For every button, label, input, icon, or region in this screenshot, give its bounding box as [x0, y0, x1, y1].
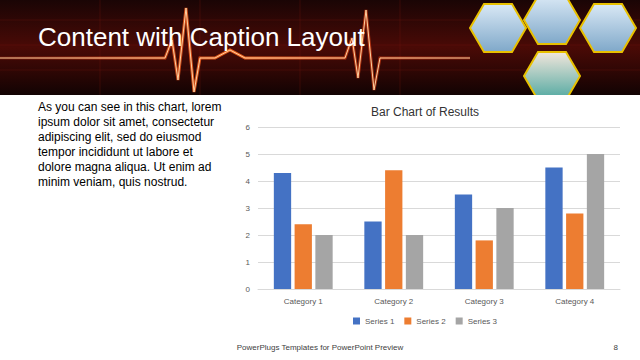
svg-text:6: 6 — [246, 123, 251, 132]
svg-text:3: 3 — [246, 204, 251, 213]
svg-text:Category 1: Category 1 — [284, 297, 324, 306]
svg-text:Category 4: Category 4 — [555, 297, 595, 306]
svg-text:Series 1: Series 1 — [365, 317, 395, 326]
svg-text:4: 4 — [246, 177, 251, 186]
html-text:Content with Caption Layout: Content with Caption Layout — [38, 22, 365, 52]
svg-text:2: 2 — [246, 231, 251, 240]
svg-text:Series 3: Series 3 — [468, 317, 498, 326]
html-text:As you can see in this chart,: As you can see in this chart, lorem ipsu… — [38, 100, 222, 189]
html-text:PowerPlugs Templates for Power: PowerPlugs Templates for PowerPoint Prev… — [236, 343, 404, 352]
svg-text:5: 5 — [246, 150, 251, 159]
svg-text:1: 1 — [246, 258, 251, 267]
svg-text:Category 3: Category 3 — [465, 297, 505, 306]
svg-text:Series 2: Series 2 — [416, 317, 446, 326]
svg-text:0: 0 — [246, 285, 251, 294]
svg-text:Category 2: Category 2 — [374, 297, 414, 306]
svg-text:Bar Chart of Results: Bar Chart of Results — [371, 105, 479, 119]
html-text:8: 8 — [613, 343, 618, 352]
